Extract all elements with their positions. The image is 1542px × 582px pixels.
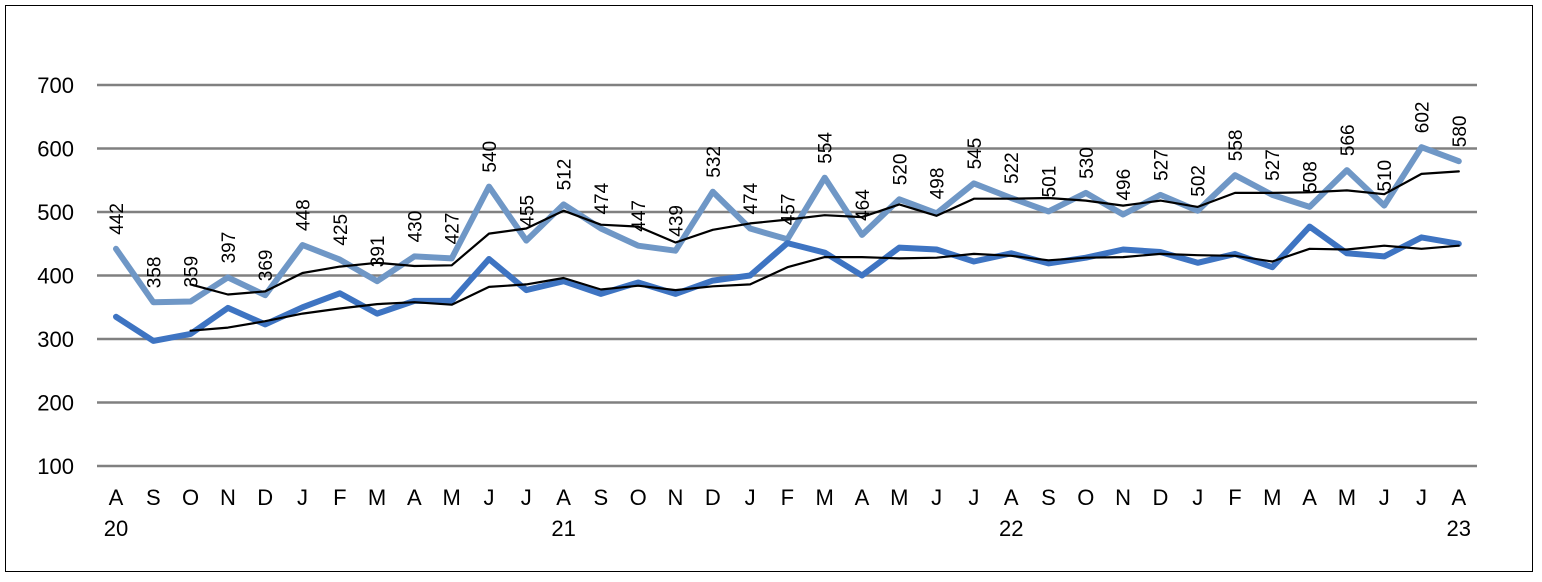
data-label-17: 474 (741, 182, 762, 214)
data-label-34: 510 (1375, 160, 1396, 192)
x-year-label-23: 23 (1447, 516, 1471, 541)
data-label-19: 554 (816, 132, 837, 164)
series-line-0 (113, 144, 1462, 306)
data-label-5: 448 (294, 199, 315, 231)
data-label-7: 391 (368, 235, 389, 267)
x-tick-label-20: A (855, 485, 870, 510)
data-label-31: 527 (1263, 149, 1284, 181)
x-tick-label-28: D (1152, 485, 1168, 510)
x-tick-label-7: M (368, 485, 386, 510)
x-tick-label-19: M (816, 485, 834, 510)
y-tick-label-700: 700 (37, 73, 74, 98)
data-label-2: 359 (182, 256, 203, 288)
x-tick-label-4: D (257, 485, 273, 510)
data-label-36: 580 (1450, 115, 1471, 147)
y-tick-label-400: 400 (37, 264, 74, 289)
data-label-18: 457 (778, 194, 799, 226)
x-tick-label-32: A (1302, 485, 1317, 510)
data-label-26: 530 (1077, 147, 1098, 179)
x-tick-label-30: F (1228, 485, 1241, 510)
x-tick-label-25: S (1041, 485, 1056, 510)
x-tick-label-15: N (668, 485, 684, 510)
series-line-2 (189, 170, 1460, 296)
x-tick-label-3: N (220, 485, 236, 510)
data-label-0: 442 (107, 203, 128, 235)
data-label-12: 512 (555, 159, 576, 191)
data-label-6: 425 (331, 214, 352, 246)
data-label-35: 602 (1413, 101, 1434, 133)
x-tick-label-24: A (1004, 485, 1019, 510)
y-axis-tick-labels: 100 200 300 400 500 600 700 (37, 73, 74, 479)
data-label-1: 358 (144, 256, 165, 288)
data-label-16: 532 (704, 146, 725, 178)
y-tick-label-500: 500 (37, 200, 74, 225)
data-label-27: 496 (1114, 169, 1135, 201)
data-label-14: 447 (629, 200, 650, 232)
data-label-8: 430 (405, 211, 426, 243)
x-tick-label-8: A (407, 485, 422, 510)
data-label-33: 566 (1338, 124, 1359, 156)
series-line-1 (113, 223, 1462, 344)
data-label-32: 508 (1301, 161, 1322, 193)
data-label-20: 464 (853, 189, 874, 221)
data-label-3: 397 (219, 232, 240, 264)
x-tick-label-18: F (781, 485, 794, 510)
x-tick-label-34: J (1379, 485, 1390, 510)
x-tick-label-23: J (968, 485, 979, 510)
y-tick-label-600: 600 (37, 137, 74, 162)
x-tick-label-33: M (1338, 485, 1356, 510)
data-label-24: 522 (1002, 152, 1023, 184)
x-tick-label-29: J (1192, 485, 1203, 510)
data-label-11: 455 (517, 195, 538, 227)
x-tick-label-12: A (556, 485, 571, 510)
data-label-22: 498 (928, 168, 949, 200)
x-tick-label-26: O (1077, 485, 1094, 510)
x-tick-label-14: O (630, 485, 647, 510)
y-tick-label-100: 100 (37, 454, 74, 479)
data-label-30: 558 (1226, 129, 1247, 161)
x-tick-label-5: J (297, 485, 308, 510)
x-axis: A S O N D J F M A M J J A S O N D J F M A M J J A S O N D J F M A M J J A20 2… (104, 485, 1471, 541)
data-labels: 442 358 359 397 369 448 425 391 430 427 540 455 512 4… (107, 101, 1471, 288)
x-tick-label-21: M (890, 485, 908, 510)
gridlines (97, 83, 1477, 468)
data-label-10: 540 (480, 141, 501, 173)
x-tick-label-22: J (931, 485, 942, 510)
x-tick-label-13: S (594, 485, 609, 510)
data-label-23: 545 (965, 138, 986, 170)
data-label-13: 474 (592, 182, 613, 214)
data-label-21: 520 (890, 154, 911, 186)
data-label-4: 369 (256, 249, 277, 281)
x-year-label-20: 20 (104, 516, 128, 541)
x-tick-label-1: S (146, 485, 161, 510)
y-tick-label-300: 300 (37, 327, 74, 352)
x-tick-label-2: O (182, 485, 199, 510)
x-tick-label-9: M (443, 485, 461, 510)
x-tick-label-11: J (521, 485, 532, 510)
x-tick-label-0: A (109, 485, 124, 510)
x-tick-label-27: N (1115, 485, 1131, 510)
x-tick-label-31: M (1263, 485, 1281, 510)
y-tick-label-200: 200 (37, 391, 74, 416)
x-tick-label-10: J (484, 485, 495, 510)
x-tick-label-17: J (745, 485, 756, 510)
x-tick-label-6: F (333, 485, 346, 510)
x-tick-label-35: J (1416, 485, 1427, 510)
x-tick-label-16: D (705, 485, 721, 510)
data-label-15: 439 (667, 205, 688, 237)
data-label-29: 502 (1189, 165, 1210, 197)
series-line-3 (189, 244, 1460, 332)
x-year-label-22: 22 (999, 516, 1023, 541)
x-tick-label-36: A (1451, 485, 1466, 510)
data-label-28: 527 (1151, 149, 1172, 181)
series-lines (113, 144, 1462, 344)
data-label-25: 501 (1039, 166, 1060, 198)
data-label-9: 427 (443, 213, 464, 245)
x-year-label-21: 21 (551, 516, 575, 541)
